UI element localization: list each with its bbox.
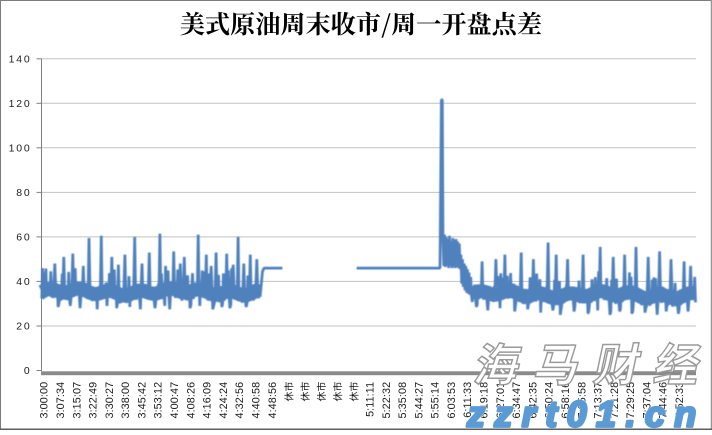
svg-text:40: 40 <box>16 276 31 288</box>
svg-text:4:32:56: 4:32:56 <box>234 382 246 419</box>
svg-text:5:22:32: 5:22:32 <box>381 382 393 419</box>
svg-text:6:50:24: 6:50:24 <box>544 382 556 419</box>
svg-text:7:21:28: 7:21:28 <box>609 382 621 419</box>
svg-text:6:42:35: 6:42:35 <box>527 382 539 419</box>
svg-text:3:15:07: 3:15:07 <box>71 382 83 419</box>
svg-text:zzrt01.cn: zzrt01.cn <box>466 394 706 431</box>
svg-text:80: 80 <box>16 187 31 199</box>
svg-text:5:35:08: 5:35:08 <box>397 382 409 419</box>
svg-text:0: 0 <box>24 365 32 377</box>
svg-text:120: 120 <box>9 98 32 110</box>
svg-text:3:07:34: 3:07:34 <box>55 382 67 419</box>
svg-text:3:45:42: 3:45:42 <box>136 382 148 419</box>
svg-text:5:44:27: 5:44:27 <box>413 382 425 419</box>
svg-text:5:11:11: 5:11:11 <box>365 382 377 417</box>
svg-text:3:53:12: 3:53:12 <box>153 382 165 419</box>
svg-text:6:19:18: 6:19:18 <box>479 382 491 419</box>
svg-text:7:13:37: 7:13:37 <box>593 382 605 419</box>
svg-text:60: 60 <box>16 232 31 244</box>
svg-text:6:34:47: 6:34:47 <box>511 382 523 419</box>
svg-text:3:00:00: 3:00:00 <box>39 382 51 419</box>
svg-text:7:05:58: 7:05:58 <box>576 382 588 419</box>
svg-text:6:11:33: 6:11:33 <box>462 382 474 418</box>
svg-text:6:27:01: 6:27:01 <box>495 382 507 419</box>
svg-text:6:03:53: 6:03:53 <box>446 382 458 419</box>
svg-text:7:37:04: 7:37:04 <box>641 382 653 419</box>
svg-text:140: 140 <box>9 53 32 65</box>
svg-text:5:55:14: 5:55:14 <box>430 382 442 419</box>
svg-text:zzrt01.cn: zzrt01.cn <box>466 394 706 431</box>
svg-text:3:38:00: 3:38:00 <box>120 382 132 419</box>
svg-text:4:00:47: 4:00:47 <box>169 382 181 419</box>
svg-text:100: 100 <box>9 142 32 154</box>
svg-text:4:16:09: 4:16:09 <box>202 382 214 419</box>
svg-text:4:08:26: 4:08:26 <box>185 382 197 419</box>
svg-text:6:58:16: 6:58:16 <box>560 382 572 419</box>
svg-text:7:52:33: 7:52:33 <box>674 382 686 419</box>
svg-text:7:29:25: 7:29:25 <box>625 382 637 419</box>
svg-text:3:30:27: 3:30:27 <box>104 382 116 419</box>
svg-text:4:40:58: 4:40:58 <box>251 382 263 419</box>
svg-text:3:22:49: 3:22:49 <box>88 382 100 419</box>
svg-text:4:24:24: 4:24:24 <box>218 382 230 419</box>
svg-text:20: 20 <box>16 321 31 333</box>
svg-text:7:44:46: 7:44:46 <box>658 382 670 419</box>
svg-text:4:48:56: 4:48:56 <box>267 382 279 419</box>
